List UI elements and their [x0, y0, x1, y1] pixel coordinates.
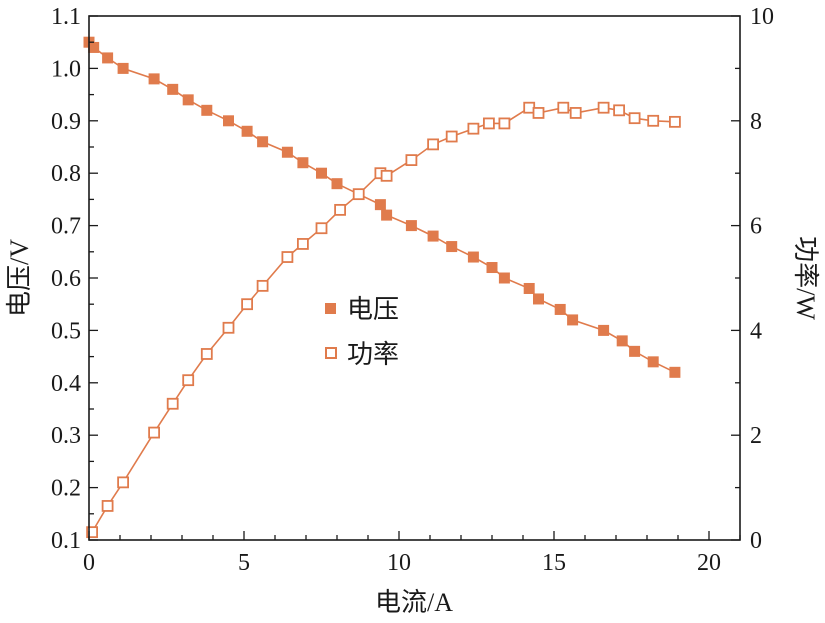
point-power-3: [148, 426, 161, 439]
point-power-7: [222, 321, 235, 334]
point-power-19: [445, 130, 458, 143]
y-left-tick-label-0.7: 0.7: [51, 214, 81, 240]
point-voltage-25: [533, 293, 544, 305]
point-voltage-28: [598, 324, 610, 336]
point-voltage-22: [486, 262, 498, 274]
x-tick-label-10: 10: [387, 550, 411, 576]
point-voltage-24: [523, 282, 535, 294]
point-voltage-31: [647, 356, 659, 368]
y-right-tick-label-8: 8: [750, 109, 762, 135]
point-voltage-11: [281, 146, 293, 158]
point-voltage-3: [117, 62, 129, 74]
point-voltage-6: [182, 94, 194, 106]
point-voltage-4: [148, 73, 160, 85]
point-power-14: [352, 188, 365, 201]
y-axis-title-left: 电压/V: [5, 239, 34, 317]
point-voltage-18: [405, 220, 417, 232]
point-voltage-14: [331, 178, 343, 190]
point-voltage-10: [257, 136, 269, 148]
point-power-11: [296, 238, 309, 250]
point-voltage-17: [381, 209, 393, 221]
point-power-6: [200, 348, 213, 360]
legend-label-voltage: 电压: [347, 295, 399, 324]
x-tick-label-20: 20: [697, 550, 721, 576]
point-voltage-27: [567, 314, 579, 326]
point-voltage-5: [167, 83, 179, 95]
point-power-13: [334, 203, 347, 216]
point-voltage-9: [241, 125, 253, 137]
point-power-12: [315, 222, 328, 235]
point-power-26: [569, 107, 582, 119]
x-tick-label-0: 0: [83, 550, 95, 576]
point-voltage-20: [446, 241, 458, 253]
y-axis-title-right: 功率/W: [791, 236, 820, 320]
point-power-29: [628, 112, 641, 125]
point-power-4: [166, 397, 179, 410]
y-left-tick-label-0.2: 0.2: [51, 476, 81, 502]
plot-layer: 0 5 10 15 200.10.20.30.40.50.60.70.80.91.01.…: [51, 4, 774, 576]
point-voltage-1: [88, 41, 100, 53]
y-left-tick-label-0.8: 0.8: [51, 161, 81, 187]
point-voltage-16: [374, 199, 386, 211]
point-power-17: [405, 154, 418, 167]
point-power-0: [86, 526, 98, 539]
point-voltage-13: [316, 167, 327, 179]
point-power-16: [380, 169, 393, 182]
y-left-tick-label-1.0: 1.0: [51, 56, 81, 82]
point-voltage-21: [467, 251, 479, 263]
y-right-tick-label-10: 10: [750, 4, 774, 30]
point-power-9: [256, 279, 269, 292]
x-tick-label-5: 5: [238, 550, 250, 576]
point-power-2: [117, 476, 129, 489]
point-voltage-2: [102, 52, 114, 64]
y-left-tick-label-1.1: 1.1: [51, 4, 81, 30]
y-right-tick-label-6: 6: [750, 214, 762, 240]
point-voltage-8: [223, 115, 234, 127]
y-left-tick-label-0.9: 0.9: [51, 109, 81, 135]
y-left-tick-label-0.4: 0.4: [51, 371, 81, 397]
legend-marker-voltage: [325, 303, 336, 314]
point-power-20: [467, 122, 480, 135]
point-voltage-30: [629, 345, 641, 357]
point-voltage-26: [554, 303, 566, 315]
point-power-10: [281, 251, 294, 263]
point-voltage-29: [616, 335, 628, 347]
point-voltage-7: [201, 104, 213, 116]
x-tick-label-15: 15: [542, 550, 566, 576]
point-power-30: [647, 114, 660, 127]
point-power-25: [557, 101, 570, 114]
point-power-5: [182, 374, 195, 387]
y-left-tick-label-0.6: 0.6: [51, 266, 81, 292]
y-left-tick-label-0.5: 0.5: [51, 318, 81, 344]
point-power-8: [241, 298, 254, 311]
legend-marker-power: [325, 347, 337, 359]
x-axis-title: 电流/A: [375, 588, 453, 617]
y-right-tick-label-0: 0: [750, 528, 762, 554]
point-voltage-12: [297, 157, 309, 169]
point-voltage-23: [498, 272, 510, 284]
point-power-22: [498, 117, 511, 130]
legend-label-power: 功率: [347, 340, 399, 369]
y-right-tick-label-2: 2: [750, 423, 762, 449]
point-power-28: [613, 104, 625, 117]
point-power-27: [597, 101, 610, 114]
point-voltage-32: [669, 366, 681, 378]
point-voltage-19: [427, 230, 439, 242]
point-power-18: [427, 138, 440, 151]
point-power-1: [101, 500, 114, 512]
y-left-tick-label-0.3: 0.3: [51, 423, 81, 449]
point-power-21: [482, 117, 495, 130]
point-power-31: [669, 115, 681, 128]
point-power-24: [532, 107, 545, 119]
legend: 电压 功率: [325, 295, 399, 369]
y-right-tick-label-4: 4: [750, 318, 762, 344]
y-left-tick-label-0.1: 0.1: [51, 528, 81, 554]
